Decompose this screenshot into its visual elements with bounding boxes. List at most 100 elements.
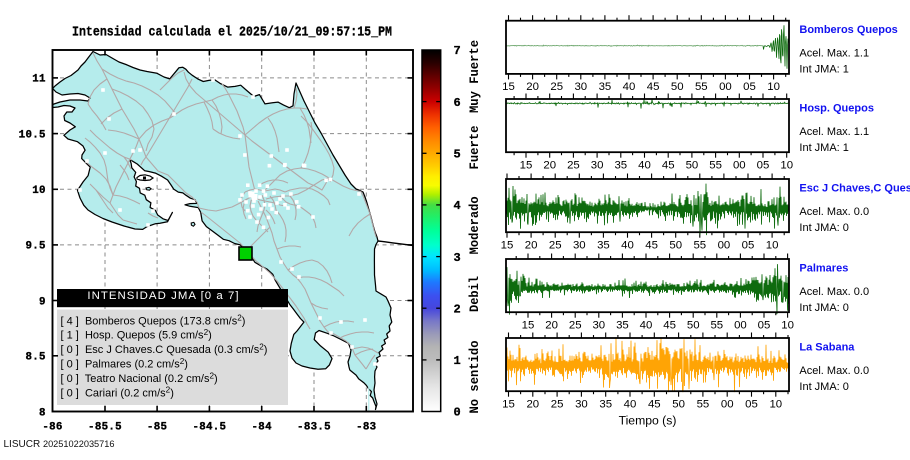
svg-text:15: 15 [520,160,533,172]
svg-text:40: 40 [640,320,653,332]
svg-text:11: 11 [32,74,46,86]
svg-text:25: 25 [569,320,582,332]
svg-text:55: 55 [709,160,722,172]
svg-text:Int JMA: 0: Int JMA: 0 [799,381,849,393]
svg-text:35: 35 [599,399,612,411]
svg-text:7: 7 [454,44,461,58]
svg-text:30: 30 [573,240,586,252]
svg-text:10: 10 [780,160,793,172]
svg-text:50: 50 [687,320,700,332]
svg-text:05: 05 [757,160,770,172]
svg-text:Tiempo (s): Tiempo (s) [619,414,677,428]
svg-text:30: 30 [591,160,604,172]
svg-text:25: 25 [567,160,580,172]
svg-text:0: 0 [454,406,461,420]
svg-text:40: 40 [624,399,637,411]
svg-text:00: 00 [718,240,731,252]
svg-text:Acel. Max. 0.0: Acel. Max. 0.0 [799,286,869,298]
svg-text:4: 4 [454,199,461,213]
svg-text:1: 1 [454,354,461,368]
svg-text:00: 00 [721,399,734,411]
svg-text:50: 50 [671,81,684,93]
svg-text:5: 5 [454,148,461,162]
svg-text:Debil: Debil [468,276,482,312]
svg-text:10: 10 [32,185,46,197]
svg-text:35: 35 [599,81,612,93]
svg-text:55: 55 [693,240,706,252]
svg-text:40: 40 [638,160,651,172]
svg-text:-83.5: -83.5 [297,421,331,433]
svg-text:10: 10 [769,399,782,411]
svg-text:6: 6 [454,96,461,110]
svg-text:30: 30 [574,81,587,93]
svg-text:-83: -83 [356,421,376,433]
svg-text:Int JMA: 0: Int JMA: 0 [799,222,849,234]
svg-text:55: 55 [697,399,710,411]
svg-text:Acel. Max. 1.1: Acel. Max. 1.1 [799,126,869,138]
svg-text:-86: -86 [42,421,62,433]
svg-text:Moderado: Moderado [468,196,482,254]
svg-text:LISUCR 20251022035716: LISUCR 20251022035716 [4,439,115,450]
svg-text:Int JMA: 1: Int JMA: 1 [799,64,849,76]
svg-text:10.5: 10.5 [19,129,46,141]
svg-text:45: 45 [648,399,661,411]
svg-text:25: 25 [550,81,563,93]
svg-text:Int JMA: 1: Int JMA: 1 [799,142,849,154]
svg-text:3: 3 [454,251,461,265]
svg-text:45: 45 [662,160,675,172]
svg-text:9.5: 9.5 [25,241,45,253]
svg-text:10: 10 [781,320,794,332]
svg-text:50: 50 [669,240,682,252]
svg-text:[ 4 ] Bomberos Quepos (173.8: [ 4 ] Bomberos Quepos (173.8 cm/s2) [61,314,246,328]
svg-text:50: 50 [686,160,699,172]
svg-text:55: 55 [695,81,708,93]
svg-text:-85: -85 [147,421,167,433]
svg-text:La Sabana: La Sabana [799,341,855,353]
svg-text:00: 00 [734,320,747,332]
svg-text:40: 40 [621,240,634,252]
svg-text:40: 40 [623,81,636,93]
svg-text:10: 10 [766,240,779,252]
svg-text:[ 0 ] Teatro Nacional (0.2 cm: [ 0 ] Teatro Nacional (0.2 cm/s2) [61,371,218,385]
svg-text:10: 10 [767,81,780,93]
svg-text:Bomberos Quepos: Bomberos Quepos [799,24,897,36]
svg-text:55: 55 [710,320,723,332]
svg-text:20: 20 [545,320,558,332]
svg-text:2: 2 [454,302,461,316]
svg-text:[ 0 ] Esc J Chaves.C Quesada: [ 0 ] Esc J Chaves.C Quesada (0.3 cm/s2) [61,343,268,357]
svg-text:05: 05 [745,399,758,411]
svg-text:Acel. Max. 0.0: Acel. Max. 0.0 [799,365,869,377]
svg-text:[ 0 ] Palmares (0.2 cm/s2): [ 0 ] Palmares (0.2 cm/s2) [61,357,188,371]
svg-text:20: 20 [526,81,539,93]
svg-text:[ 1 ] Hosp. Quepos (5.9 cm/s2: [ 1 ] Hosp. Quepos (5.9 cm/s2) [61,328,212,342]
svg-text:00: 00 [719,81,732,93]
svg-text:05: 05 [742,240,755,252]
svg-text:Int JMA: 0: Int JMA: 0 [799,302,849,314]
svg-text:45: 45 [647,81,660,93]
svg-text:-84: -84 [252,421,273,433]
svg-text:15: 15 [501,240,514,252]
svg-text:05: 05 [743,81,756,93]
svg-text:Intensidad calculada el 2025/1: Intensidad calculada el 2025/10/21_09:57… [72,25,392,41]
svg-text:No sentido: No sentido [468,341,482,414]
svg-text:05: 05 [758,320,771,332]
svg-text:20: 20 [526,399,539,411]
svg-text:25: 25 [551,399,564,411]
svg-text:20: 20 [525,240,538,252]
svg-text:Acel. Max. 1.1: Acel. Max. 1.1 [799,48,869,60]
svg-text:25: 25 [549,240,562,252]
svg-text:-85.5: -85.5 [88,421,122,433]
svg-text:15: 15 [502,81,515,93]
svg-text:Hosp. Quepos: Hosp. Quepos [799,102,874,114]
svg-text:Muy Fuerte: Muy Fuerte [468,40,482,113]
svg-text:30: 30 [575,399,588,411]
svg-text:-84.5: -84.5 [192,421,226,433]
svg-text:35: 35 [597,240,610,252]
svg-text:15: 15 [502,399,515,411]
svg-text:Fuerte: Fuerte [468,126,482,170]
svg-text:[ 0 ] Cariari (0.2 cm/s2): [ 0 ] Cariari (0.2 cm/s2) [61,386,174,400]
svg-text:45: 45 [663,320,676,332]
svg-text:35: 35 [616,320,629,332]
svg-text:15: 15 [522,320,535,332]
svg-text:20: 20 [543,160,556,172]
